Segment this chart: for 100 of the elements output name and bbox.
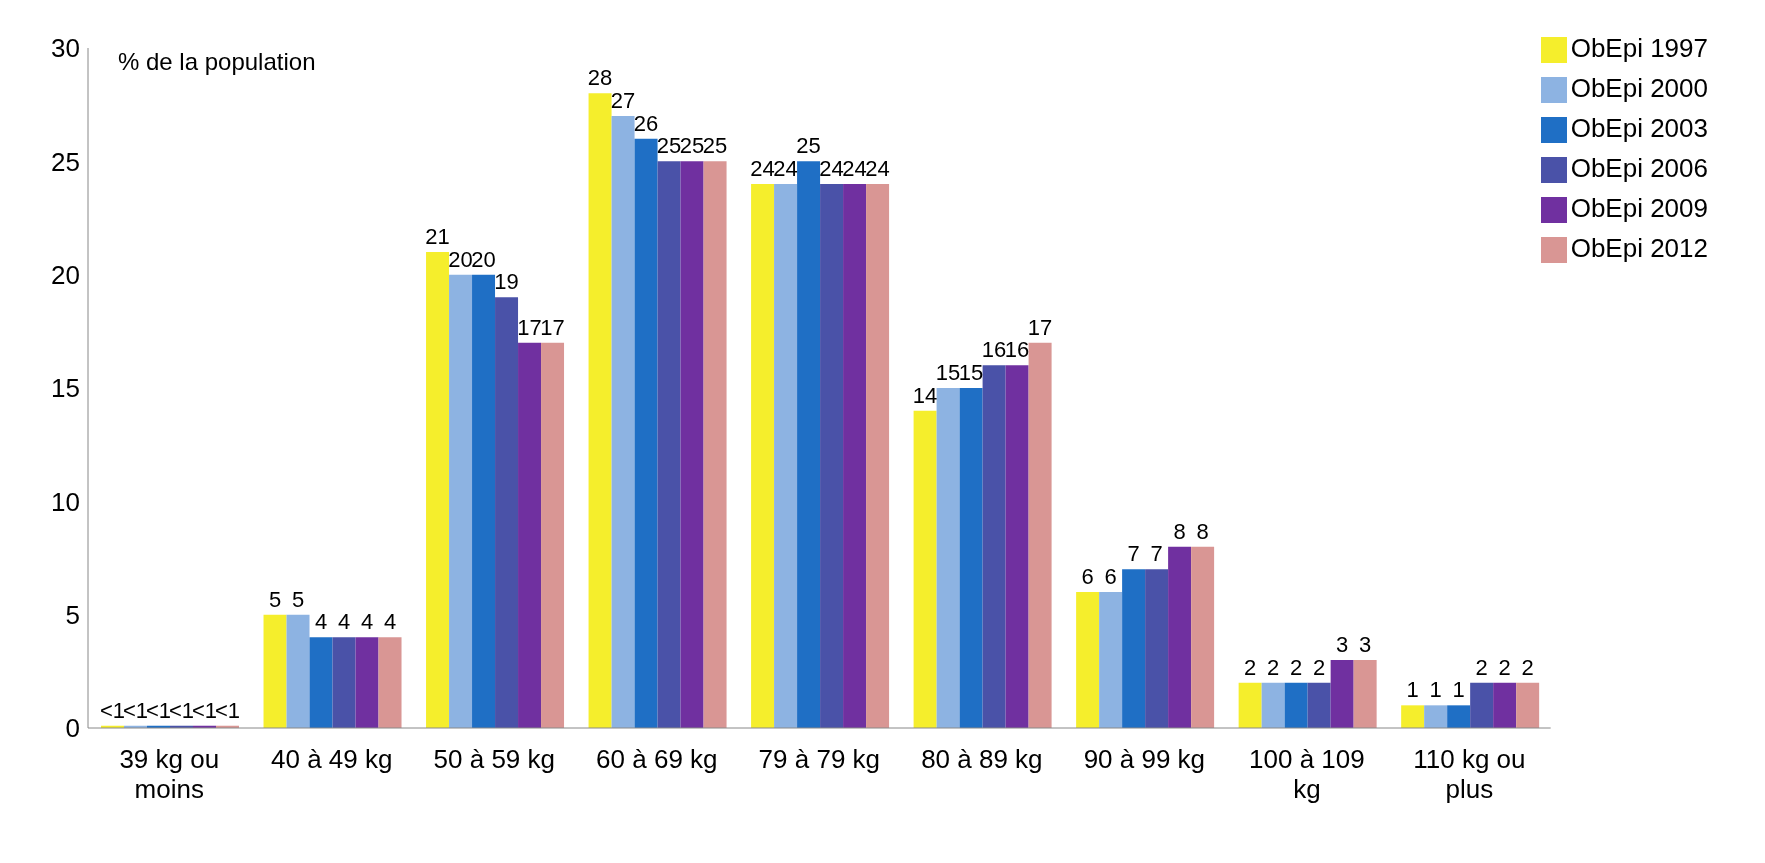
y-axis-title: % de la population: [118, 48, 316, 76]
bar: [843, 184, 867, 728]
bar: [426, 252, 450, 728]
data-label: 17: [540, 314, 565, 340]
data-label: 4: [383, 609, 397, 635]
data-label: 24: [773, 156, 798, 181]
bar: [657, 161, 681, 728]
y-tick-label: 5: [65, 599, 80, 630]
x-tick-label: 50 à 59 kg: [433, 744, 556, 774]
legend-label: ObEpi 2006: [1570, 153, 1708, 183]
bar: [378, 637, 402, 728]
legend-label: ObEpi 2012: [1570, 233, 1708, 263]
bar: [1330, 660, 1354, 728]
data-label: 5: [291, 586, 305, 612]
bar: [355, 637, 379, 728]
data-label: 24: [865, 156, 890, 181]
data-label: 24: [750, 156, 775, 181]
bar: [1447, 705, 1471, 728]
bar: [703, 161, 727, 728]
bar: [472, 274, 496, 728]
bar: [774, 184, 798, 728]
bar: [541, 342, 565, 728]
x-tick-label: 80 à 89 kg: [921, 744, 1043, 774]
data-label: 6: [1104, 564, 1117, 589]
bar: [1168, 546, 1192, 728]
y-tick-label: 0: [65, 713, 80, 744]
legend-label: ObEpi 2003: [1570, 113, 1708, 143]
bar: [1353, 660, 1377, 728]
data-label: 1: [1429, 677, 1442, 703]
bar: [797, 161, 821, 728]
bar: [263, 614, 287, 728]
legend-label: ObEpi 2009: [1570, 193, 1708, 223]
x-tick-label: 79 à 79 kg: [758, 744, 881, 774]
bar: [518, 342, 542, 728]
y-tick-label: 25: [51, 146, 80, 177]
y-tick-label: 10: [51, 486, 80, 517]
bar: [959, 388, 983, 728]
bar: [1493, 682, 1517, 728]
y-tick-label: 20: [51, 259, 80, 290]
bar: [1261, 682, 1285, 728]
bar: [820, 184, 844, 728]
data-label: 27: [610, 88, 636, 113]
data-label: 16: [981, 337, 1007, 363]
data-label: 24: [819, 156, 844, 181]
data-label: 19: [494, 269, 519, 295]
data-label: 1: [1406, 677, 1419, 703]
bar: [1028, 342, 1052, 728]
bar: [913, 410, 937, 728]
data-label: 3: [1359, 632, 1372, 657]
y-tick-label: 30: [51, 33, 80, 64]
data-label: 2: [1244, 654, 1257, 680]
bar: [1238, 682, 1262, 728]
bar: [1307, 682, 1331, 728]
bar: [982, 365, 1006, 728]
data-label: 4: [360, 609, 374, 635]
x-tick-label: 90 à 99 kg: [1083, 744, 1206, 774]
data-label: 17: [517, 314, 542, 340]
data-label: 7: [1127, 541, 1140, 567]
data-label: 8: [1196, 518, 1209, 544]
data-label: 2: [1267, 654, 1280, 680]
bar: [866, 184, 890, 728]
data-label: 2: [1313, 654, 1326, 680]
bar: [449, 274, 473, 728]
y-tick-label: 15: [51, 373, 80, 404]
bar: [1191, 546, 1215, 728]
bar: [1424, 705, 1448, 728]
data-label: 20: [471, 246, 496, 272]
data-label: 25: [656, 133, 682, 159]
x-tick-label: 40 à 49 kg: [271, 744, 393, 774]
x-tick-label: 60 à 69 kg: [596, 744, 718, 774]
bar: [1401, 705, 1425, 728]
bar: [1076, 592, 1100, 728]
legend-label: ObEpi 1997: [1570, 33, 1708, 63]
bar: [1284, 682, 1308, 728]
bar: [1122, 569, 1146, 728]
data-label: 2: [1498, 654, 1511, 680]
bar: [495, 297, 519, 728]
x-tick-label: 100 à 109 kg: [1249, 744, 1365, 804]
data-label: 8: [1173, 518, 1186, 544]
data-label: 4: [314, 609, 328, 635]
data-label: 2: [1521, 654, 1534, 680]
data-label: 28: [587, 65, 613, 91]
bar: [936, 388, 960, 728]
bar: [588, 93, 612, 728]
data-label: 15: [935, 360, 961, 385]
legend-label: ObEpi 2000: [1570, 73, 1708, 103]
data-label: 26: [633, 110, 659, 136]
bar: [1470, 682, 1494, 728]
data-label: 2: [1290, 654, 1303, 680]
x-tick-label: 110 kg ou plus: [1413, 744, 1526, 804]
data-label: 2: [1475, 654, 1488, 680]
data-label: 1: [1452, 677, 1465, 703]
bar: [634, 138, 658, 728]
data-label: 3: [1336, 632, 1349, 657]
bar: [680, 161, 704, 728]
data-label: 4: [337, 609, 351, 635]
bar: [1145, 569, 1169, 728]
data-label: 24: [842, 156, 867, 181]
data-label: 7: [1150, 541, 1163, 567]
data-label: 25: [796, 133, 821, 159]
